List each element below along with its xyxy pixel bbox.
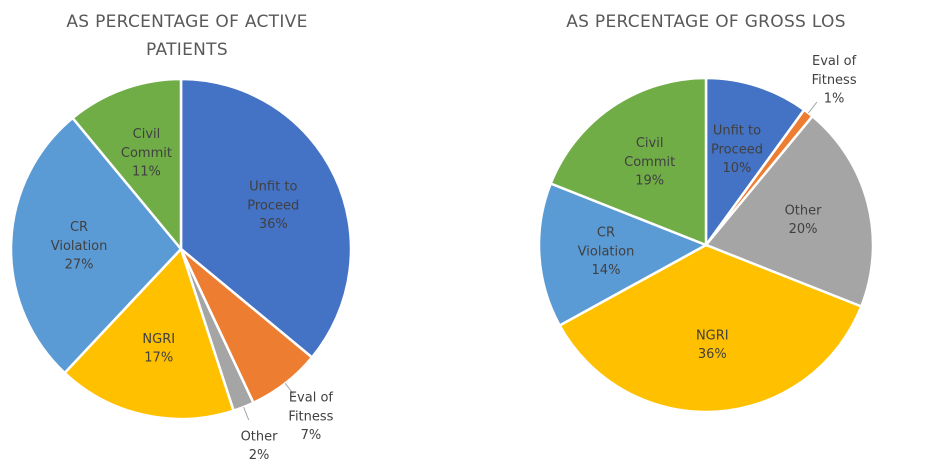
slice-label: Unfit to Proceed — [247, 179, 299, 213]
pie-slice — [557, 243, 863, 414]
slice-label: Unfit to Proceed — [711, 123, 763, 157]
pie-slice — [703, 114, 875, 309]
pie-slice — [62, 246, 236, 421]
slice-label-line: Proceed — [711, 142, 763, 157]
pie-slice — [704, 76, 806, 249]
slice-value-label: 1% — [824, 91, 845, 106]
slice-value-label: 20% — [789, 222, 818, 237]
slice-value-label: 11% — [132, 165, 161, 180]
leader-line — [807, 101, 818, 114]
slice-label-line: Unfit to — [249, 179, 297, 194]
slice-label: NGRI — [696, 328, 729, 343]
slice-label-line: Fitness — [812, 72, 857, 87]
slice-value-label: 36% — [259, 217, 288, 232]
slice-label-line: Violation — [51, 238, 108, 253]
slice-label-line: Civil — [133, 127, 161, 142]
pie-slice — [537, 181, 709, 328]
slice-label: Civil Commit — [121, 127, 172, 161]
slice-label-line: Proceed — [247, 198, 299, 213]
pie-slice — [549, 76, 708, 247]
slice-label-line: Fitness — [288, 409, 333, 424]
slice-label: Civil Commit — [624, 136, 675, 170]
slice-label: NGRI — [142, 332, 175, 347]
pie-slice — [70, 77, 183, 253]
slice-value-label: 36% — [698, 347, 727, 362]
slice-value-label: 2% — [249, 448, 270, 463]
slice-value-label: 14% — [592, 263, 621, 278]
slice-label-line: Other — [785, 203, 823, 218]
leader-line — [284, 383, 295, 395]
slice-value-label: 19% — [635, 174, 664, 189]
slice-label: Eval of Fitness — [812, 53, 857, 87]
slice-label-line: CR — [70, 219, 88, 234]
pie-slice — [9, 116, 183, 375]
slice-label-line: Civil — [636, 136, 664, 151]
slice-label-line: NGRI — [142, 332, 175, 347]
leader-line — [243, 406, 250, 421]
chart-title-line: AS PERCENTAGE OF GROSS LOS — [566, 12, 846, 32]
slice-label-line: Other — [241, 429, 279, 444]
slice-value-label: 27% — [65, 257, 94, 272]
chart-title: AS PERCENTAGE OF ACTIVE PATIENTS — [66, 12, 307, 60]
slice-label: Eval of Fitness — [288, 390, 333, 424]
slice-label-line: Commit — [624, 155, 675, 170]
chart-title-line: PATIENTS — [146, 40, 228, 60]
slice-label: CR Violation — [578, 225, 635, 259]
slice-label-line: CR — [597, 225, 615, 240]
slice-label-line: Violation — [578, 244, 635, 259]
chart-title: AS PERCENTAGE OF GROSS LOS — [566, 12, 846, 32]
slice-label: Other — [785, 203, 823, 218]
slice-label-line: NGRI — [696, 328, 729, 343]
slice-label-line: Eval of — [812, 53, 857, 68]
pie-slice — [179, 77, 353, 360]
slice-label: Other — [241, 429, 279, 444]
slice-value-label: 7% — [301, 428, 322, 443]
slice-label: CR Violation — [51, 219, 108, 253]
slice-label-line: Commit — [121, 146, 172, 161]
slice-label-line: Eval of — [289, 390, 334, 405]
chart-title-line: AS PERCENTAGE OF ACTIVE — [66, 12, 307, 32]
slice-label-line: Unfit to — [713, 123, 761, 138]
slice-value-label: 10% — [723, 161, 752, 176]
slice-value-label: 17% — [144, 351, 173, 366]
